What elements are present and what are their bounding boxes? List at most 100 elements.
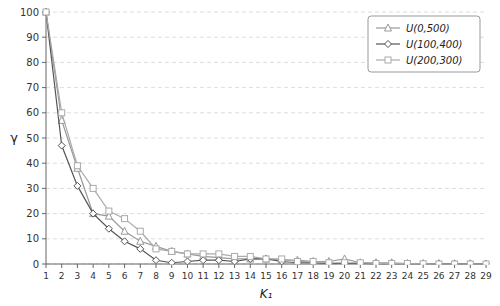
point [404, 259, 411, 264]
x-tick [438, 264, 439, 268]
x-tick [203, 264, 204, 268]
y-tick-label: 20 [26, 208, 39, 219]
point [153, 246, 159, 252]
x-tick-label: 10 [182, 271, 194, 281]
x-tick [313, 264, 314, 268]
point [74, 182, 81, 189]
point [294, 259, 301, 264]
legend-marker [385, 24, 392, 31]
x-tick [423, 264, 424, 268]
y-tick-label: 0 [33, 259, 39, 270]
x-tick-label: 3 [75, 271, 81, 281]
point [483, 261, 489, 265]
legend-box [368, 16, 480, 72]
y-tick-label: 80 [26, 57, 39, 68]
x-tick [328, 264, 329, 268]
grid-line [46, 163, 486, 164]
legend-label: U(0,500) [406, 23, 450, 34]
x-tick [93, 264, 94, 268]
point [106, 208, 112, 214]
x-tick-label: 1 [43, 271, 49, 281]
point [483, 261, 490, 265]
point [467, 261, 474, 265]
point [373, 261, 380, 265]
grid-line [46, 12, 486, 13]
x-tick-label: 29 [480, 271, 492, 281]
point [43, 9, 50, 16]
point [451, 260, 458, 265]
y-tick-label: 50 [26, 133, 39, 144]
x-tick [124, 264, 125, 268]
grid-line [46, 188, 486, 189]
x-tick-label: 11 [197, 271, 208, 281]
x-tick-label: 26 [433, 271, 445, 281]
point [59, 110, 65, 116]
x-tick-label: 5 [106, 271, 112, 281]
x-tick-label: 12 [213, 271, 224, 281]
x-tick [218, 264, 219, 268]
x-tick [140, 264, 141, 268]
chart: 0102030405060708090100123456789101112131… [0, 0, 500, 306]
x-tick-label: 2 [59, 271, 65, 281]
point [373, 260, 379, 264]
series-line [46, 12, 486, 264]
point [105, 225, 112, 232]
point [326, 260, 332, 265]
y-tick [42, 37, 46, 38]
point [420, 261, 427, 265]
x-tick [407, 264, 408, 268]
point [404, 260, 410, 264]
plot-area [43, 8, 490, 265]
grid-line [46, 238, 486, 239]
x-tick-label: 9 [169, 271, 175, 281]
point [169, 248, 175, 254]
x-tick [234, 264, 235, 268]
point [263, 255, 270, 262]
x-tick [187, 264, 188, 268]
x-tick-label: 17 [292, 271, 303, 281]
point [263, 255, 270, 262]
x-tick [470, 264, 471, 268]
x-tick [486, 264, 487, 268]
point [263, 256, 269, 262]
x-tick-label: 15 [260, 271, 271, 281]
point [121, 238, 128, 245]
point [389, 260, 395, 264]
point [184, 250, 191, 257]
y-tick-label: 60 [26, 107, 39, 118]
series-line [46, 12, 486, 264]
x-tick-label: 27 [449, 271, 460, 281]
y-axis-label: γ [10, 130, 18, 145]
point [278, 256, 285, 263]
y-tick-label: 10 [26, 233, 39, 244]
y-tick-label: 40 [26, 158, 39, 169]
point [247, 253, 253, 259]
y-tick-label: 100 [20, 7, 39, 18]
axes: 0102030405060708090100123456789101112131… [20, 7, 492, 282]
point [184, 258, 191, 265]
x-tick-label: 21 [355, 271, 366, 281]
x-tick-label: 19 [323, 271, 335, 281]
y-tick [42, 138, 46, 139]
x-tick-label: 20 [339, 271, 351, 281]
point [43, 9, 49, 15]
y-tick [42, 87, 46, 88]
grid-line [46, 87, 486, 88]
point [310, 259, 317, 264]
point [137, 237, 144, 244]
y-tick-label: 90 [26, 32, 39, 43]
point [420, 261, 426, 265]
point [452, 261, 458, 265]
point [436, 261, 442, 265]
y-tick [42, 213, 46, 214]
x-tick [344, 264, 345, 268]
point [153, 257, 160, 264]
x-tick-label: 4 [90, 271, 96, 281]
point [232, 253, 238, 259]
x-tick [108, 264, 109, 268]
point [168, 247, 175, 254]
point [483, 260, 490, 265]
y-axis-line [46, 12, 47, 264]
point [90, 210, 97, 217]
point [58, 142, 65, 149]
